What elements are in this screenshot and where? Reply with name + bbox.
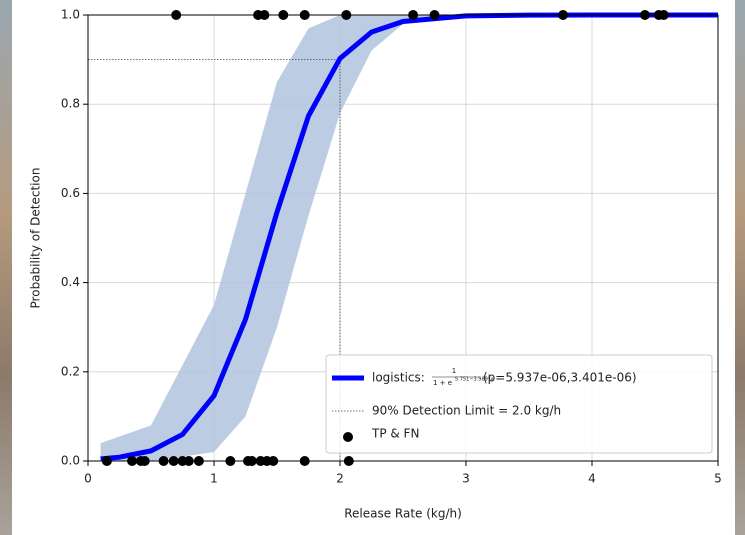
legend-params: (p=5.937e-06,3.401e-06)	[483, 371, 637, 385]
formula-numerator: 1	[452, 367, 456, 375]
photo-edge	[0, 0, 12, 535]
y-tick-label: 0.4	[61, 275, 80, 289]
y-tick-label: 0.0	[61, 454, 80, 468]
formula-denominator: 1 + e	[433, 379, 452, 387]
legend-swatch	[343, 432, 353, 442]
legend-label: TP & FN	[371, 427, 419, 441]
plot-frame	[87, 14, 719, 462]
legend-label: 90% Detection Limit = 2.0 kg/h	[372, 404, 561, 418]
legend-box	[325, 354, 713, 454]
x-tick-label: 4	[588, 472, 596, 486]
legend-label: logistics:	[372, 371, 425, 385]
legend: logistics: 11 + e 5.751−3.989*x(p=5.937e-0…	[325, 354, 713, 454]
y-tick-label: 0.8	[61, 97, 80, 111]
x-tick-label: 3	[462, 472, 470, 486]
y-tick-label: 0.2	[61, 364, 80, 378]
y-tick-label: 1.0	[61, 8, 80, 22]
y-axis-label: Probability of Detection	[29, 168, 43, 309]
x-tick-label: 1	[210, 472, 218, 486]
x-tick-label: 5	[714, 472, 722, 486]
x-tick-label: 0	[84, 472, 92, 486]
formula-exponent: 5.751−3.989*x	[455, 377, 493, 383]
y-tick-label: 0.6	[61, 186, 80, 200]
photo-edge	[735, 0, 745, 535]
x-tick-label: 2	[336, 472, 344, 486]
x-axis-label: Release Rate (kg/h)	[344, 507, 462, 521]
uncertainty-band	[100, 15, 719, 461]
